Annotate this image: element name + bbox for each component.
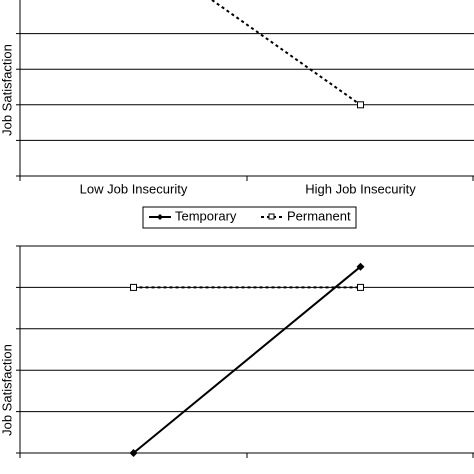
plot [16, 0, 474, 177]
y-axis-title: Job Satisfaction [0, 344, 14, 436]
x-tick-label: Low Job Insecurity [80, 181, 188, 196]
legend-label: Temporary [175, 208, 237, 223]
point [356, 262, 365, 271]
plot [16, 245, 474, 457]
series-line [132, 265, 362, 454]
point [129, 449, 138, 457]
legend-box [142, 206, 357, 229]
series-line [210, 0, 362, 106]
point [357, 101, 364, 109]
y-axis-title: Job Satisfaction [0, 44, 14, 136]
legend-marker [268, 213, 275, 220]
point [130, 283, 137, 291]
x-tick-label: High Job Insecurity [305, 181, 416, 196]
point [357, 283, 364, 291]
legend-marker [157, 214, 163, 220]
legend-label: Permanent [287, 208, 351, 223]
